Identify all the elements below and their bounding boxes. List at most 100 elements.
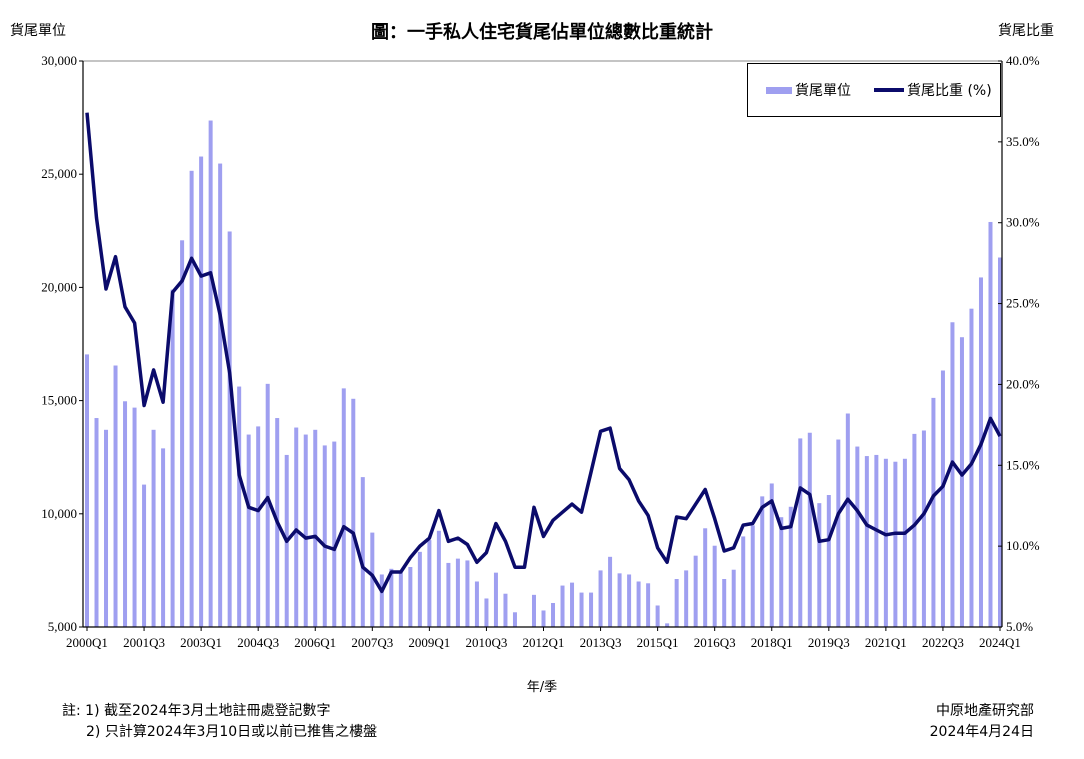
x-tick-label: 2024Q1	[979, 635, 1021, 650]
bar	[531, 594, 536, 627]
bar	[132, 407, 137, 627]
bar	[208, 120, 213, 627]
bar	[760, 496, 765, 627]
bar	[579, 592, 584, 627]
bar	[294, 427, 299, 627]
bar	[883, 458, 888, 627]
bar	[161, 448, 166, 627]
bar	[570, 582, 575, 627]
legend-label: 貨尾單位	[795, 83, 851, 99]
bar	[769, 483, 774, 627]
bar	[85, 354, 89, 627]
bar	[246, 434, 251, 627]
bar	[978, 277, 983, 627]
bar	[712, 545, 717, 627]
bar	[408, 567, 413, 627]
bar	[151, 429, 156, 627]
bar	[170, 289, 175, 627]
note-1: 註: 1) 截至2024年3月土地註冊處登記數字	[62, 703, 331, 719]
legend-item-units: 貨尾單位	[766, 80, 851, 100]
bar	[218, 163, 223, 627]
x-tick-label: 2019Q3	[808, 635, 850, 650]
right-tick-label: 10.0%	[1006, 538, 1040, 553]
bar	[902, 458, 907, 627]
bar	[722, 579, 727, 627]
x-tick-label: 2004Q3	[237, 635, 279, 650]
bar	[484, 598, 489, 627]
source-date: 2024年4月24日	[929, 724, 1034, 740]
bar	[627, 574, 632, 627]
bar	[912, 433, 917, 627]
bar	[541, 610, 546, 627]
bar	[874, 454, 879, 627]
bar	[379, 574, 384, 627]
bar	[836, 439, 841, 627]
bar	[665, 623, 670, 627]
bar	[646, 583, 651, 627]
bar	[332, 441, 337, 627]
bar	[417, 551, 422, 627]
left-tick-label: 25,000	[41, 166, 77, 181]
bar	[950, 322, 955, 627]
source-org: 中原地產研究部	[936, 703, 1034, 719]
bar	[817, 503, 822, 627]
x-tick-label: 2016Q3	[694, 635, 736, 650]
bar	[189, 170, 194, 627]
right-axis-label: 貨尾比重	[998, 23, 1054, 39]
bar	[227, 231, 232, 628]
bar	[826, 495, 831, 627]
x-axis-label: 年/季	[526, 680, 558, 695]
bar	[313, 429, 318, 627]
left-tick-label: 15,000	[41, 393, 77, 408]
bar	[598, 570, 603, 627]
bar	[512, 612, 517, 627]
bar	[113, 365, 118, 627]
bar	[969, 308, 974, 627]
bar	[351, 398, 356, 627]
x-tick-label: 2003Q1	[180, 635, 222, 650]
bar	[551, 603, 556, 627]
left-tick-label: 20,000	[41, 279, 77, 294]
bar	[807, 432, 812, 627]
bar	[693, 555, 698, 627]
right-tick-label: 35.0%	[1006, 134, 1040, 149]
bar	[589, 592, 594, 627]
bar	[750, 525, 755, 627]
bar	[123, 401, 128, 627]
bar	[436, 530, 441, 627]
bar	[959, 337, 964, 627]
legend-item-ratio: 貨尾比重 (%)	[874, 80, 992, 100]
bar	[788, 506, 793, 627]
bar	[322, 445, 327, 627]
bar	[398, 572, 403, 627]
bar	[798, 438, 803, 627]
bar	[855, 446, 860, 627]
x-tick-label: 2000Q1	[66, 635, 108, 650]
legend-bar-swatch	[766, 86, 792, 94]
right-tick-label: 20.0%	[1006, 376, 1040, 391]
bar	[940, 370, 945, 627]
bar	[94, 418, 99, 627]
bar	[998, 257, 1002, 627]
bar	[864, 456, 869, 627]
bar	[655, 605, 660, 627]
bar	[617, 573, 622, 627]
bar	[389, 568, 394, 627]
bar	[142, 484, 147, 627]
bar	[608, 556, 613, 627]
bar	[703, 528, 708, 627]
bar	[256, 426, 261, 627]
bar	[845, 413, 850, 627]
ratio-line	[85, 112, 1002, 594]
left-tick-label: 10,000	[41, 506, 77, 521]
left-axis-label: 貨尾單位	[10, 23, 66, 39]
bar	[180, 240, 185, 627]
legend-line-swatch	[874, 88, 904, 92]
chart-title: 圖：一手私人住宅貨尾佔單位總數比重統計	[371, 22, 713, 43]
bar	[988, 221, 993, 627]
note-2: 2) 只計算2024年3月10日或以前已推售之樓盤	[86, 724, 378, 740]
x-tick-label: 2013Q3	[580, 635, 622, 650]
bar	[265, 383, 270, 627]
bar	[893, 461, 898, 627]
x-tick-label: 2015Q1	[637, 635, 679, 650]
